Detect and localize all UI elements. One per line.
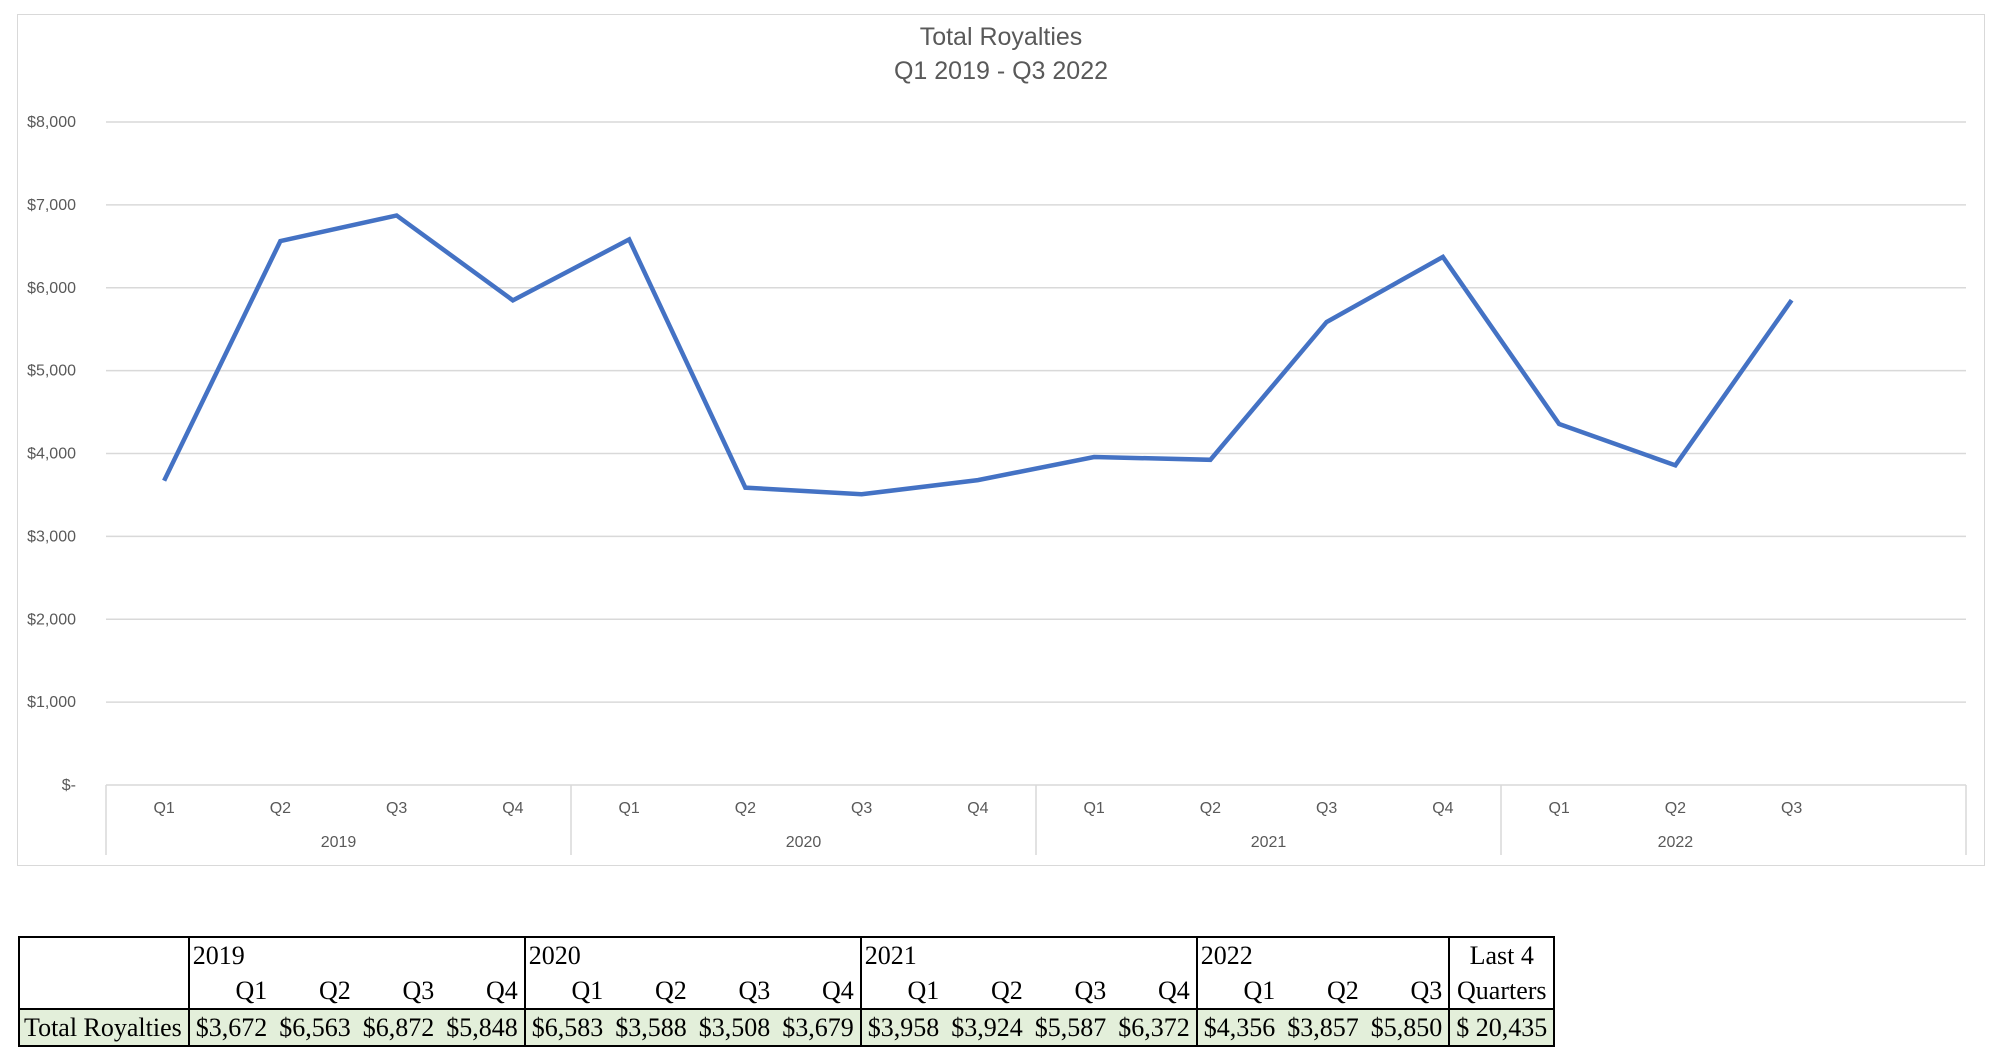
table-quarter: Q2	[654, 976, 687, 1005]
table-value: $3,857	[1281, 1008, 1365, 1047]
table-value: $6,563	[273, 1008, 357, 1047]
x-tick-label: Q2	[1200, 800, 1221, 817]
table-quarter: Q3	[1410, 976, 1443, 1005]
chart-title: Total Royalties	[920, 23, 1083, 51]
y-tick-label: $4,000	[27, 446, 76, 463]
table-quarter: Q4	[485, 976, 518, 1005]
x-tick-label: Q1	[153, 800, 174, 817]
x-tick-label: Q2	[270, 800, 291, 817]
royalties-table: 2019 2020 2021 2022 Last 4 Q1 Q2 Q3 Q4 Q…	[18, 936, 1556, 1047]
table-last4-header-line2: Quarters	[1448, 973, 1556, 1009]
table-row-label: Total Royalties	[18, 1008, 189, 1047]
table-year-2020: 2020	[523, 936, 861, 973]
table-quarter: Q2	[318, 976, 351, 1005]
chart-subtitle: Q1 2019 - Q3 2022	[894, 57, 1108, 85]
table-value: $5,850	[1364, 1008, 1450, 1047]
table-quarter: Q4	[1157, 976, 1190, 1005]
x-tick-label: Q4	[502, 800, 523, 817]
y-tick-label: $5,000	[27, 363, 76, 380]
table-value: $6,583	[523, 1008, 610, 1047]
series-line	[162, 213, 1794, 497]
x-tick-label: Q1	[618, 800, 639, 817]
y-tick-label: $-	[62, 777, 76, 794]
table-quarter: Q3	[402, 976, 435, 1005]
table-corner	[18, 936, 189, 973]
line-chart: Total Royalties Q1 2019 - Q3 2022 $- $1,0…	[27, 23, 1967, 855]
table-quarter: Q1	[1195, 973, 1282, 1009]
table-quarter: Q2	[990, 976, 1023, 1005]
table-year-2022: 2022	[1195, 936, 1450, 973]
x-tick-label: Q3	[1316, 800, 1337, 817]
table-value: $3,508	[692, 1008, 777, 1047]
table-quarter: Q2	[1326, 976, 1359, 1005]
y-tick-label: $8,000	[27, 114, 76, 131]
x-tick-label: Q2	[1665, 800, 1686, 817]
x-tick-label: Q1	[1083, 800, 1104, 817]
table-quarter: Q3	[1074, 976, 1107, 1005]
x-tick-label: Q3	[386, 800, 407, 817]
table-value: $4,356	[1195, 1008, 1282, 1047]
table-value: $6,372	[1112, 1008, 1197, 1047]
table-value: $3,958	[859, 1008, 946, 1047]
x-tick-label: Q2	[735, 800, 756, 817]
table-quarter: Q4	[821, 976, 854, 1005]
y-tick-label: $1,000	[27, 694, 76, 711]
table-value: $6,872	[356, 1008, 441, 1047]
x-year-label: 2020	[786, 834, 822, 851]
table-quarter: Q1	[187, 973, 274, 1009]
x-tick-label: Q4	[1432, 800, 1453, 817]
x-tick-label: Q3	[851, 800, 872, 817]
y-tick-label: $3,000	[27, 528, 76, 545]
y-tick-label: $2,000	[27, 611, 76, 628]
table-quarter: Q1	[859, 973, 946, 1009]
y-tick-label: $6,000	[27, 280, 76, 297]
table-value: $5,848	[440, 1008, 525, 1047]
chart-frame: Total Royalties Q1 2019 - Q3 2022 $- $1,0…	[17, 14, 1985, 866]
x-tick-label: Q1	[1548, 800, 1569, 817]
table-value: $3,924	[945, 1008, 1029, 1047]
table-quarter: Q3	[738, 976, 771, 1005]
x-tick-label: Q3	[1781, 800, 1802, 817]
table-value: $3,588	[609, 1008, 693, 1047]
table-value: $3,679	[776, 1008, 861, 1047]
y-tick-label: $7,000	[27, 197, 76, 214]
table-last4-header-line1: Last 4	[1448, 936, 1556, 973]
table-year-2021: 2021	[859, 936, 1197, 973]
x-year-label: 2022	[1658, 834, 1694, 851]
x-year-label: 2019	[321, 834, 357, 851]
table-value: $5,587	[1028, 1008, 1113, 1047]
table-quarter: Q1	[523, 973, 610, 1009]
table-last4-value: $ 20,435	[1448, 1008, 1556, 1047]
table-value: $3,672	[187, 1008, 274, 1047]
table-year-2019: 2019	[187, 936, 525, 973]
x-year-label: 2021	[1251, 834, 1287, 851]
x-tick-label: Q4	[967, 800, 988, 817]
